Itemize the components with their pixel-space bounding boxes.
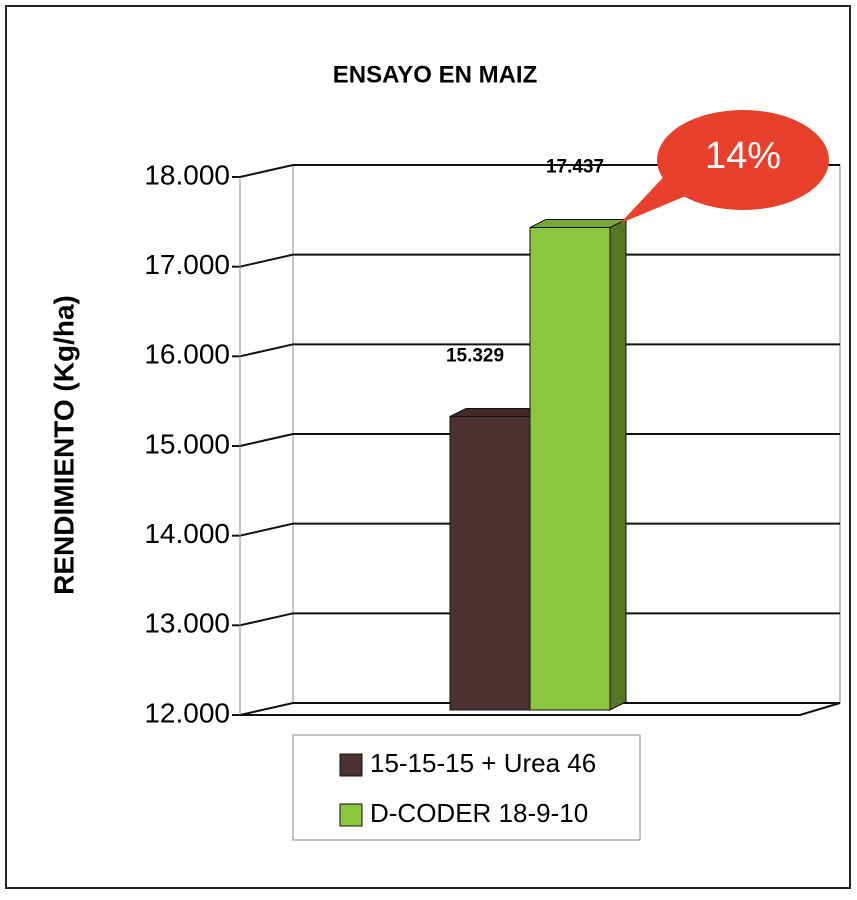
- y-axis-title: RENDIMIENTO (Kg/ha): [48, 295, 79, 595]
- grid-line: [239, 433, 840, 447]
- data-label: 17.437: [546, 156, 604, 177]
- bar-side: [609, 218, 627, 711]
- y-tick-label: 13.000: [144, 608, 230, 639]
- grid-line: [239, 253, 840, 268]
- grid-line: [239, 522, 840, 537]
- legend-label: D-CODER 18-9-10: [370, 798, 588, 828]
- y-tick-label: 14.000: [144, 518, 230, 549]
- bar: [529, 226, 611, 711]
- grid-line: [239, 702, 840, 716]
- chart-title: ENSAYO EN MAIZ: [333, 61, 537, 88]
- callout: [657, 110, 829, 210]
- bar-top: [529, 218, 627, 228]
- y-tick-label: 15.000: [144, 428, 230, 459]
- y-tick-label: 16.000: [144, 339, 230, 370]
- floor: [240, 702, 841, 716]
- grid-line: [239, 343, 840, 358]
- bar: [449, 415, 531, 711]
- data-label: 15.329: [446, 346, 504, 367]
- legend-swatch: [339, 803, 363, 827]
- y-tick-label: 12.000: [144, 697, 230, 728]
- y-tick-label: 17.000: [144, 249, 230, 280]
- grid-line: [239, 612, 840, 627]
- legend-label: 15-15-15 + Urea 46: [370, 748, 596, 778]
- annotation: 14%: [705, 135, 781, 177]
- legend-swatch: [339, 753, 363, 777]
- y-tick-label: 18.000: [144, 159, 230, 190]
